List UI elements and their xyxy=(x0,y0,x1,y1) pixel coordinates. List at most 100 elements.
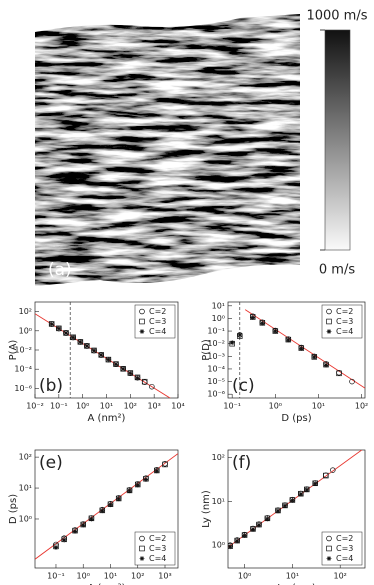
point xyxy=(116,496,122,502)
point xyxy=(56,326,62,331)
legend-marker xyxy=(139,329,145,334)
point xyxy=(264,516,270,522)
point xyxy=(323,362,329,368)
x-tick-label: 10¹ xyxy=(104,572,117,581)
legend-marker xyxy=(139,545,145,552)
y-axis-label: D (ps) xyxy=(8,494,19,524)
x-tick-label: 10⁻¹ xyxy=(223,402,241,411)
panel-label: (e) xyxy=(39,453,63,473)
legend-marker xyxy=(326,329,332,334)
legend-label: C=3 xyxy=(149,544,166,553)
x-tick-label: 10⁰ xyxy=(77,572,90,581)
x-tick-label: 10⁻² xyxy=(26,402,44,411)
point xyxy=(49,321,55,327)
point xyxy=(298,491,304,497)
y-tick-label: 10⁰ xyxy=(19,326,32,335)
point xyxy=(311,354,317,360)
legend-marker xyxy=(326,318,332,325)
legend-label: C=4 xyxy=(336,327,353,336)
point xyxy=(229,340,235,346)
legend-marker xyxy=(326,545,332,552)
plot-area xyxy=(35,453,178,560)
point xyxy=(323,472,329,479)
point xyxy=(312,481,318,487)
point xyxy=(154,468,160,474)
legend-label: C=3 xyxy=(149,317,166,326)
point xyxy=(77,339,83,345)
y-tick-label: 10⁻⁵ xyxy=(207,377,225,386)
x-tick-label: 10¹ xyxy=(312,402,325,411)
colorbar-label: 0 m/s xyxy=(319,263,355,278)
point xyxy=(330,467,336,473)
point xyxy=(237,332,243,338)
x-tick-label: 10³ xyxy=(158,572,171,581)
legend-marker xyxy=(139,318,145,325)
fit-line xyxy=(244,309,365,389)
x-tick-label: 10¹ xyxy=(286,572,299,581)
point xyxy=(61,537,67,543)
legend-label: C=3 xyxy=(336,544,353,553)
colorbar-label: 1000 m/s xyxy=(306,9,367,24)
y-tick-label: 10⁻¹ xyxy=(207,327,225,336)
point xyxy=(275,508,281,514)
point xyxy=(259,320,265,326)
plot-area xyxy=(35,302,171,398)
y-tick-label: 10⁻⁴ xyxy=(207,364,225,373)
x-tick-label: 10⁰ xyxy=(269,402,282,411)
legend-marker xyxy=(326,556,332,561)
point xyxy=(272,328,278,334)
y-tick-label: 10⁰ xyxy=(19,514,32,523)
point xyxy=(80,522,86,528)
point xyxy=(149,383,155,390)
legend-marker xyxy=(139,556,145,561)
plot-area xyxy=(229,302,365,398)
x-tick-label: 10³ xyxy=(147,402,160,411)
colorbar xyxy=(324,29,351,251)
panel-label: (a) xyxy=(48,260,72,280)
x-tick-label: 10⁰ xyxy=(238,572,251,581)
x-tick-label: 10² xyxy=(124,402,137,411)
x-tick-label: 10⁰ xyxy=(76,402,89,411)
y-axis-label: Ly (nm) xyxy=(201,490,212,528)
point xyxy=(99,508,105,514)
plot-area xyxy=(228,450,363,550)
point xyxy=(336,370,342,377)
point xyxy=(289,497,295,503)
point xyxy=(162,461,168,468)
legend-marker xyxy=(139,308,145,315)
x-axis-label: Lx (nm) xyxy=(277,583,316,585)
legend-marker xyxy=(326,308,332,315)
point xyxy=(242,532,247,538)
x-axis-label: A (nm²) xyxy=(88,413,126,424)
point xyxy=(349,378,355,385)
point xyxy=(135,375,140,381)
y-tick-label: 10⁻⁶ xyxy=(207,390,225,399)
point xyxy=(113,361,119,367)
point xyxy=(105,357,111,362)
point xyxy=(72,528,78,534)
y-tick-label: 10² xyxy=(19,307,32,316)
velocity-map xyxy=(35,14,300,286)
y-tick-label: 10⁻³ xyxy=(207,352,225,361)
legend-label: C=4 xyxy=(336,554,353,563)
legend-label: C=2 xyxy=(336,534,353,543)
y-tick-label: 10⁰ xyxy=(212,314,225,323)
x-tick-label: 10² xyxy=(131,572,144,581)
point xyxy=(141,378,148,385)
x-tick-label: 10² xyxy=(334,572,347,581)
point xyxy=(98,352,104,358)
x-tick-label: 10⁴ xyxy=(171,402,184,411)
point xyxy=(304,487,310,493)
legend-label: C=4 xyxy=(149,327,166,336)
point xyxy=(89,516,94,522)
y-tick-label: 10⁻⁴ xyxy=(14,365,32,374)
point xyxy=(234,538,240,544)
panel-label: (b) xyxy=(39,376,63,396)
y-tick-label: 10⁻² xyxy=(207,339,225,348)
panel-label: (c) xyxy=(232,376,255,396)
x-tick-label: 10² xyxy=(355,402,368,411)
point xyxy=(91,348,97,354)
legend-marker xyxy=(139,535,145,542)
legend-label: C=3 xyxy=(336,317,353,326)
